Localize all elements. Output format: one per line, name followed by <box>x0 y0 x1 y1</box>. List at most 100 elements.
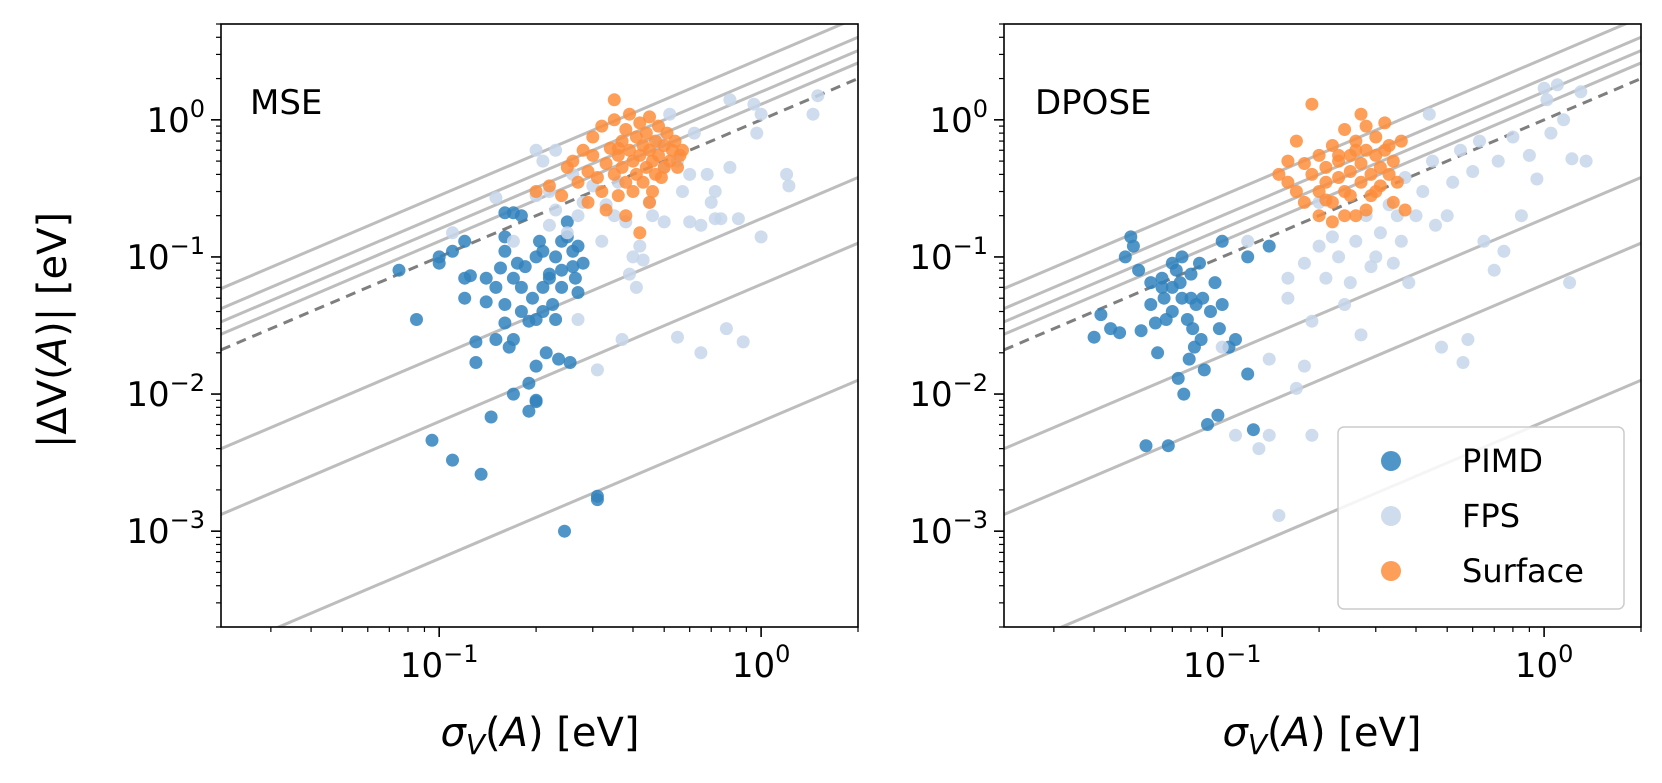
data-point-fps <box>782 179 796 193</box>
data-point-fps <box>1305 314 1319 328</box>
data-point-pimd <box>514 280 528 294</box>
data-point-surface <box>1325 139 1339 152</box>
data-point-pimd <box>1134 324 1148 338</box>
data-point-surface <box>1332 148 1346 162</box>
data-point-surface <box>623 143 636 157</box>
data-point-pimd <box>425 433 439 447</box>
scatter-panel-dpose: 10−1 100 100 10−1 10−2 10−3 DPOSE <box>909 23 1642 686</box>
data-point-pimd <box>432 250 446 264</box>
data-point-pimd <box>1173 276 1187 290</box>
data-point-surface <box>639 126 653 140</box>
data-point-pimd <box>469 356 483 369</box>
data-point-fps <box>683 167 697 181</box>
data-point-fps <box>1537 81 1551 95</box>
data-point-fps <box>1530 172 1544 186</box>
data-point-fps <box>1454 143 1467 157</box>
data-point-fps <box>590 363 604 377</box>
data-point-pimd <box>529 395 543 409</box>
data-point-pimd <box>555 263 569 277</box>
data-point-fps <box>1487 263 1501 277</box>
data-point-surface <box>1325 215 1339 229</box>
data-point-pimd <box>410 313 423 326</box>
data-point-pimd <box>539 346 553 360</box>
data-point-surface <box>566 154 580 168</box>
data-point-pimd <box>1171 371 1185 385</box>
data-point-fps <box>714 212 728 226</box>
panel-title-dpose: DPOSE <box>1035 83 1152 123</box>
data-point-surface <box>1369 185 1383 198</box>
data-point-pimd <box>463 269 477 283</box>
data-point-fps <box>806 107 820 121</box>
data-point-pimd <box>1148 316 1162 330</box>
data-point-surface <box>1386 154 1400 168</box>
x-tick-label: 100 <box>1515 640 1574 686</box>
data-point-fps <box>1312 239 1326 253</box>
data-point-fps <box>731 212 745 226</box>
data-point-pimd <box>392 263 406 277</box>
data-point-surface <box>1305 97 1319 111</box>
series-fps <box>1215 78 1593 522</box>
data-point-surface <box>633 148 647 162</box>
data-point-fps <box>1522 148 1536 162</box>
y-tick-label: 10−1 <box>126 232 205 278</box>
data-point-fps <box>754 230 768 244</box>
data-point-fps <box>1305 428 1319 442</box>
data-point-pimd <box>522 376 536 390</box>
data-point-surface <box>1281 154 1295 168</box>
data-point-surface <box>643 110 656 124</box>
x-tick-label: 100 <box>732 640 791 686</box>
data-point-pimd <box>576 256 590 270</box>
data-point-fps <box>571 313 585 326</box>
data-point-surface <box>1319 193 1333 207</box>
data-point-surface <box>586 148 600 162</box>
data-point-surface <box>586 130 600 144</box>
data-point-pimd <box>506 333 520 346</box>
data-point-pimd <box>458 234 472 248</box>
data-point-surface <box>1378 116 1392 130</box>
data-point-fps <box>646 209 659 223</box>
data-point-pimd <box>568 271 582 285</box>
data-point-fps <box>1229 428 1242 442</box>
data-point-fps <box>1289 381 1303 395</box>
data-point-fps <box>1354 328 1368 342</box>
data-point-surface <box>1343 189 1357 203</box>
data-point-fps <box>1550 78 1564 92</box>
data-point-surface <box>1354 107 1368 121</box>
data-point-pimd <box>514 305 528 318</box>
data-point-surface <box>1332 171 1346 184</box>
data-point-surface <box>607 93 621 107</box>
data-point-fps <box>1473 134 1486 148</box>
data-point-surface <box>676 143 689 157</box>
data-point-pimd <box>549 250 563 264</box>
data-point-pimd <box>1118 250 1132 264</box>
data-point-pimd <box>1161 439 1175 453</box>
legend: PIMD FPS Surface <box>1337 426 1625 610</box>
data-point-pimd <box>479 295 493 309</box>
data-point-fps <box>549 143 563 157</box>
data-point-fps <box>694 218 708 232</box>
data-point-surface <box>599 203 613 217</box>
data-point-surface <box>1373 160 1387 174</box>
legend-entry-fps: FPS <box>1381 497 1520 535</box>
data-point-fps <box>1426 154 1439 168</box>
data-point-fps <box>636 253 650 267</box>
data-point-surface <box>1349 209 1363 223</box>
data-point-surface <box>1343 165 1357 178</box>
data-point-fps <box>747 97 761 111</box>
x-tick-label: 10−1 <box>1183 640 1262 686</box>
data-point-fps <box>694 346 708 360</box>
data-point-fps <box>1364 260 1378 274</box>
data-point-pimd <box>571 239 585 253</box>
data-point-pimd <box>506 271 520 285</box>
legend-marker-pimd <box>1381 451 1401 471</box>
data-point-surface <box>1394 134 1408 148</box>
data-point-fps <box>529 143 543 157</box>
data-point-fps <box>1497 244 1511 258</box>
data-point-pimd <box>590 489 604 503</box>
data-point-pimd <box>446 453 459 467</box>
data-point-pimd <box>1157 291 1171 305</box>
data-point-surface <box>595 185 609 198</box>
data-point-surface <box>636 175 650 189</box>
data-point-fps <box>1402 276 1416 290</box>
x-axis-label-right: σV(A) [eV] <box>1222 710 1421 761</box>
